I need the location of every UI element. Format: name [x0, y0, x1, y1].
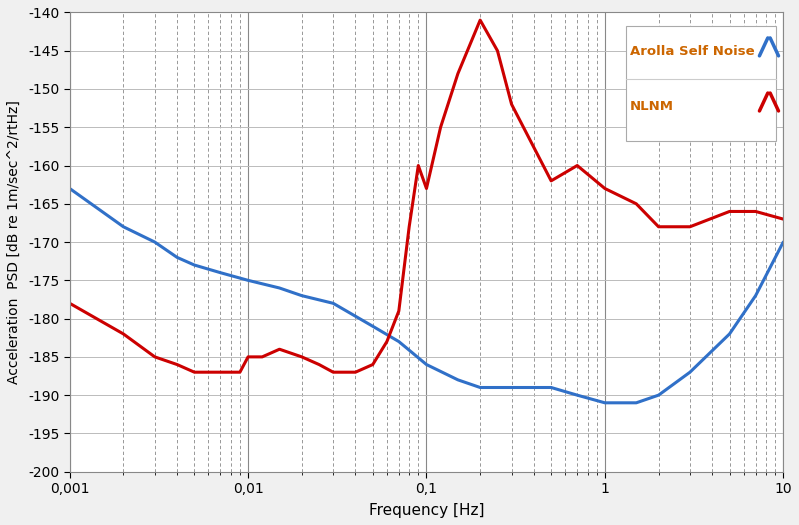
Text: Arolla Self Noise: Arolla Self Noise	[630, 45, 754, 58]
FancyBboxPatch shape	[626, 26, 776, 141]
Y-axis label: Acceleration  PSD [dB re 1m/sec^2/rtHz]: Acceleration PSD [dB re 1m/sec^2/rtHz]	[7, 100, 21, 384]
Text: NLNM: NLNM	[630, 100, 674, 113]
X-axis label: Frequency [Hz]: Frequency [Hz]	[368, 503, 484, 518]
